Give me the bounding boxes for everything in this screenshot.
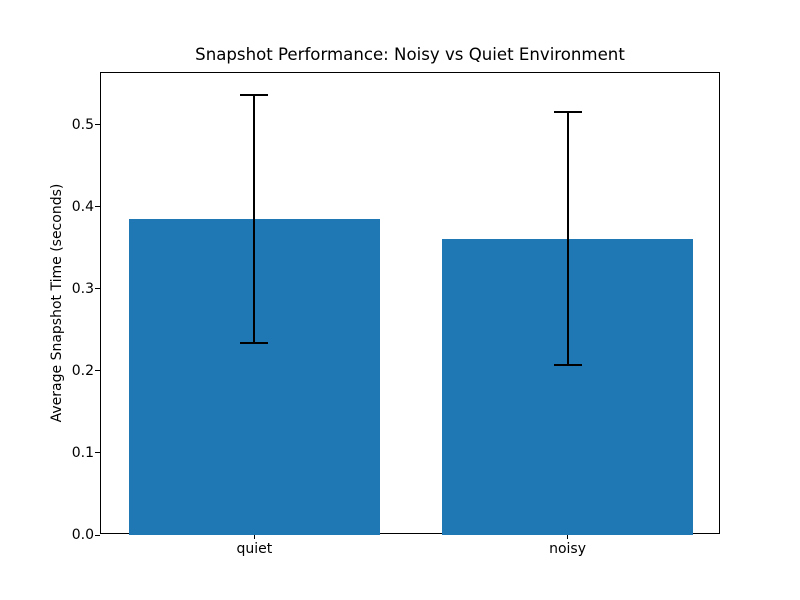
chart-title: Snapshot Performance: Noisy vs Quiet Env… — [195, 45, 625, 64]
y-tick-label: 0.4 — [71, 198, 94, 215]
y-tick-mark — [95, 370, 100, 372]
error-bar-line — [253, 95, 256, 343]
y-tick-label: 0.3 — [71, 280, 94, 297]
y-tick-mark — [95, 452, 100, 454]
error-bar-cap-bottom — [553, 364, 582, 367]
y-tick-mark — [95, 124, 100, 126]
error-bar-line — [566, 112, 569, 366]
y-tick-mark — [95, 534, 100, 536]
x-tick-label: quiet — [236, 541, 273, 557]
y-tick-label: 0.1 — [71, 444, 94, 461]
x-tick-label: noisy — [549, 541, 587, 557]
y-tick-label: 0.0 — [71, 527, 94, 543]
y-tick-label: 0.5 — [71, 116, 94, 133]
y-axis-label: Average Snapshot Time (seconds) — [49, 183, 65, 423]
error-bar-cap-top — [240, 94, 269, 97]
y-tick-mark — [95, 288, 100, 290]
plot-area: 0.0 0.1 0.2 0.3 0.4 0.5 quiet noisy — [72, 72, 720, 556]
y-tick-label: 0.2 — [71, 362, 94, 379]
x-tick-mark — [253, 534, 255, 539]
error-bar-cap-top — [553, 111, 582, 114]
error-bar-cap-bottom — [240, 341, 269, 344]
x-tick-mark — [567, 534, 569, 539]
y-tick-mark — [95, 206, 100, 208]
